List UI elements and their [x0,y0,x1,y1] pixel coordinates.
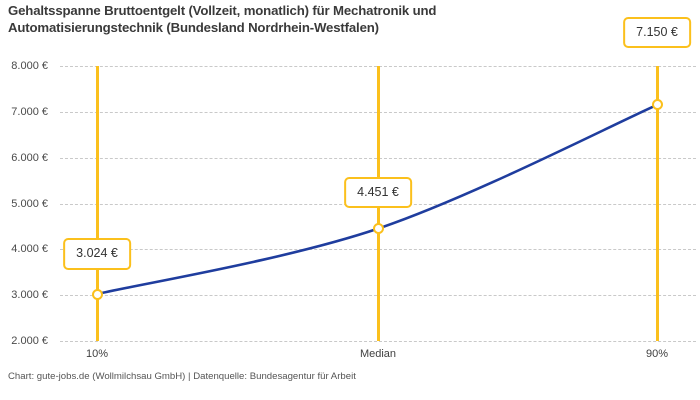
value-stem [95,66,99,341]
y-axis-tick-label: 3.000 € [11,289,48,302]
y-axis-tick-label: 6.000 € [11,151,48,164]
data-point-label: 7.150 € [623,16,691,49]
y-axis-tick-label: 5.000 € [11,197,48,210]
data-point-marker[interactable] [91,288,103,300]
chart-title-line-2: Automatisierungstechnik (Bundesland Nord… [8,20,379,35]
y-axis-tick-label: 4.000 € [11,243,48,256]
y-axis-tick-label: 2.000 € [11,335,48,347]
y-axis-tick-label: 7.000 € [11,105,48,118]
data-point-label: 3.024 € [63,238,131,270]
data-point-marker[interactable] [651,99,663,111]
gridline [60,341,696,342]
data-point-label: 4.451 € [344,176,412,209]
plot-area: 8.000 € 7.000 € 6.000 € 5.000 € 4.000 € 3.000… [11,16,696,347]
chart-title: Gehaltsspanne Bruttoentgelt (Vollzeit, m… [8,2,692,36]
x-axis: 10% Median 90% [60,341,696,361]
x-axis-tick-label: 10% [85,348,109,360]
value-stem [655,66,659,341]
chart-source-footer: Chart: gute-jobs.de (Wollmilchsau GmbH) … [8,371,356,382]
x-axis-tick-label: 90% [645,348,669,360]
data-point-marker[interactable] [372,223,384,235]
y-axis-tick-label: 8.000 € [11,60,48,72]
x-axis-tick-label: Median [359,348,397,360]
chart-title-line-1: Gehaltsspanne Bruttoentgelt (Vollzeit, m… [8,3,437,18]
